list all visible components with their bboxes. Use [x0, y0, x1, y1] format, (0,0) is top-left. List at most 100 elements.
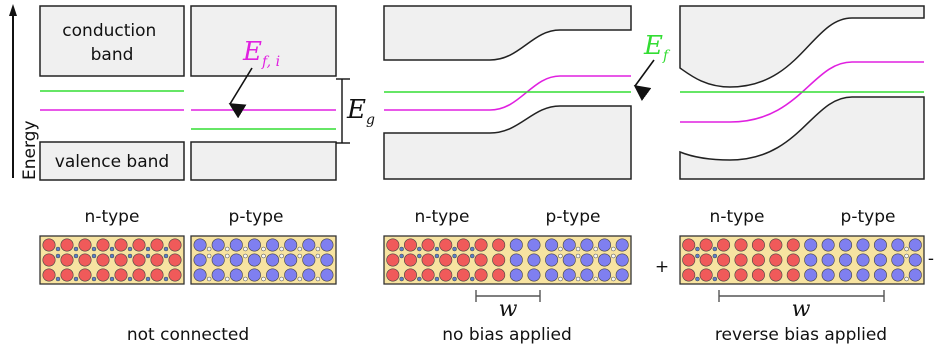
hole [297, 253, 302, 259]
electron [127, 246, 133, 252]
hole [904, 246, 909, 252]
donor-atom [403, 253, 417, 267]
acceptor-atom [211, 253, 225, 267]
conduction-band-n [39, 5, 185, 77]
electron [55, 246, 61, 252]
acceptor-atom [804, 238, 818, 252]
hole [261, 276, 266, 282]
electron [434, 246, 440, 252]
donor-atom [168, 268, 182, 282]
electron [73, 253, 79, 259]
donor-atom [60, 238, 74, 252]
hole [279, 276, 284, 282]
hole [558, 253, 563, 259]
electron [55, 276, 61, 282]
acceptor-atom [247, 238, 261, 252]
donor-atom [96, 238, 110, 252]
donor-atom [717, 238, 731, 252]
acceptor-atom [891, 268, 905, 282]
donor-atom [751, 253, 765, 267]
n-type-label: n-type [415, 207, 470, 227]
hole [315, 246, 321, 252]
p-type-label: p-type [841, 207, 896, 227]
hole [611, 276, 616, 282]
donor-atom [386, 253, 400, 267]
acceptor-atom [873, 253, 887, 267]
hole [904, 276, 909, 282]
electron [469, 246, 475, 252]
acceptor-atom [193, 253, 207, 267]
acceptor-atom [562, 253, 576, 267]
donor-atom [132, 253, 146, 267]
acceptor-atom [873, 268, 887, 282]
electron [55, 253, 61, 259]
lattice-background [383, 235, 632, 285]
donor-atom [114, 253, 128, 267]
depletion-width-marker: w [475, 290, 541, 322]
acceptor-atom [302, 268, 316, 282]
acceptor-atom [580, 268, 594, 282]
intrinsic-fermi-arrow [228, 67, 253, 119]
hole [575, 276, 581, 282]
acceptor-atom [598, 238, 612, 252]
depletion-width-symbol: w [499, 297, 518, 322]
acceptor-atom [804, 253, 818, 267]
negative-terminal-symbol: - [928, 249, 934, 269]
acceptor-atom [545, 268, 559, 282]
acceptor-atom [527, 268, 541, 282]
donor-atom [474, 253, 488, 267]
conduction-band-p [190, 5, 337, 77]
hole [593, 253, 598, 259]
acceptor-atom [821, 238, 835, 252]
donor-atom [403, 238, 417, 252]
hole [593, 276, 598, 282]
donor-atom [96, 253, 110, 267]
n-type-label: n-type [710, 207, 765, 227]
electron [434, 276, 440, 282]
acceptor-atom [266, 268, 280, 282]
n-type-label: n-type [85, 207, 140, 227]
donor-atom [456, 238, 470, 252]
panel-caption: reverse bias applied [715, 325, 887, 345]
hole [593, 246, 598, 252]
donor-atom [456, 253, 470, 267]
electron [695, 253, 700, 259]
hole [261, 246, 266, 252]
electron [417, 276, 422, 282]
acceptor-atom [598, 268, 612, 282]
electron [399, 246, 404, 252]
acceptor-atom [284, 238, 298, 252]
electron [109, 246, 115, 252]
energy-axis-label: Energy [20, 120, 40, 180]
acceptor-atom [284, 253, 298, 267]
acceptor-atom [545, 253, 559, 267]
conduction-band-curve [383, 5, 632, 61]
donor-atom [150, 253, 164, 267]
electron [127, 253, 133, 259]
donor-atom [717, 268, 731, 282]
electron [145, 253, 151, 259]
donor-atom [168, 253, 182, 267]
donor-atom [114, 268, 128, 282]
electron [73, 276, 79, 282]
hole [243, 246, 248, 252]
electron [127, 276, 133, 282]
panel-caption: no bias applied [442, 325, 571, 345]
donor-atom [734, 268, 748, 282]
donor-atom [699, 268, 713, 282]
valence-band-curve [679, 96, 925, 180]
donor-atom [60, 253, 74, 267]
acceptor-atom [527, 253, 541, 267]
hole [279, 253, 284, 259]
valence-band-curve [383, 105, 632, 180]
acceptor-atom [891, 238, 905, 252]
acceptor-atom [320, 238, 334, 252]
acceptor-atom [839, 238, 853, 252]
donor-atom [769, 253, 783, 267]
donor-atom [786, 238, 800, 252]
hole [206, 253, 212, 259]
electron [469, 253, 475, 259]
acceptor-atom [856, 268, 870, 282]
donor-atom [96, 268, 110, 282]
fermi-arrow [633, 59, 655, 101]
